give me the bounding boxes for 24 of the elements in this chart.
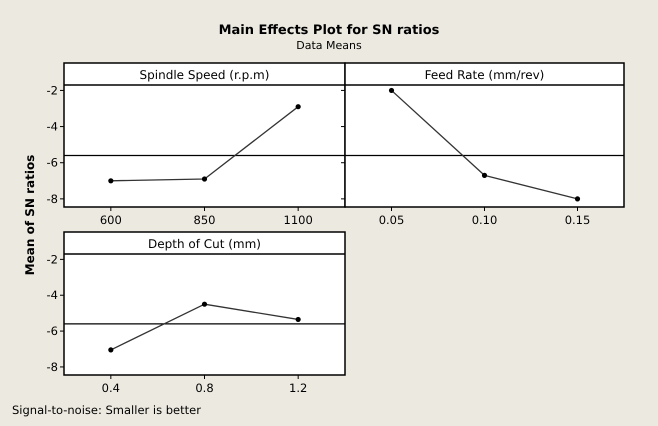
x-tick-label: 1.2 bbox=[289, 381, 308, 395]
y-tick-label: -6 bbox=[46, 324, 58, 338]
x-tick-label: 1100 bbox=[284, 213, 313, 227]
y-tick-label: -2 bbox=[46, 252, 58, 266]
x-tick-label: 0.8 bbox=[195, 381, 214, 395]
text: Main Effects Plot for SN ratios bbox=[218, 23, 440, 38]
text: Data Means bbox=[296, 39, 362, 52]
y-tick-label: -4 bbox=[46, 120, 58, 134]
x-tick-label: 600 bbox=[100, 213, 122, 227]
x-tick-label: 0.05 bbox=[378, 213, 404, 227]
chart-title: Spindle Speed (r.p.m) bbox=[140, 68, 270, 82]
x-tick-label: 0.15 bbox=[564, 213, 590, 227]
y-tick-label: -2 bbox=[46, 83, 58, 98]
x-tick-label: 850 bbox=[194, 213, 216, 227]
chart-title: Depth of Cut (mm) bbox=[148, 237, 261, 251]
x-tick-label: 0.10 bbox=[472, 213, 498, 227]
y-tick-label: -6 bbox=[46, 156, 58, 170]
x-tick-label: 0.4 bbox=[102, 381, 120, 395]
y-tick-label: -8 bbox=[46, 192, 58, 206]
y-tick-label: -4 bbox=[46, 288, 58, 302]
chart-title: Feed Rate (mm/rev) bbox=[424, 68, 544, 82]
y-axis-title: Mean of SN ratios bbox=[23, 154, 37, 276]
y-tick-label: -8 bbox=[46, 360, 58, 374]
text: Signal-to-noise: Smaller is better bbox=[12, 403, 202, 417]
